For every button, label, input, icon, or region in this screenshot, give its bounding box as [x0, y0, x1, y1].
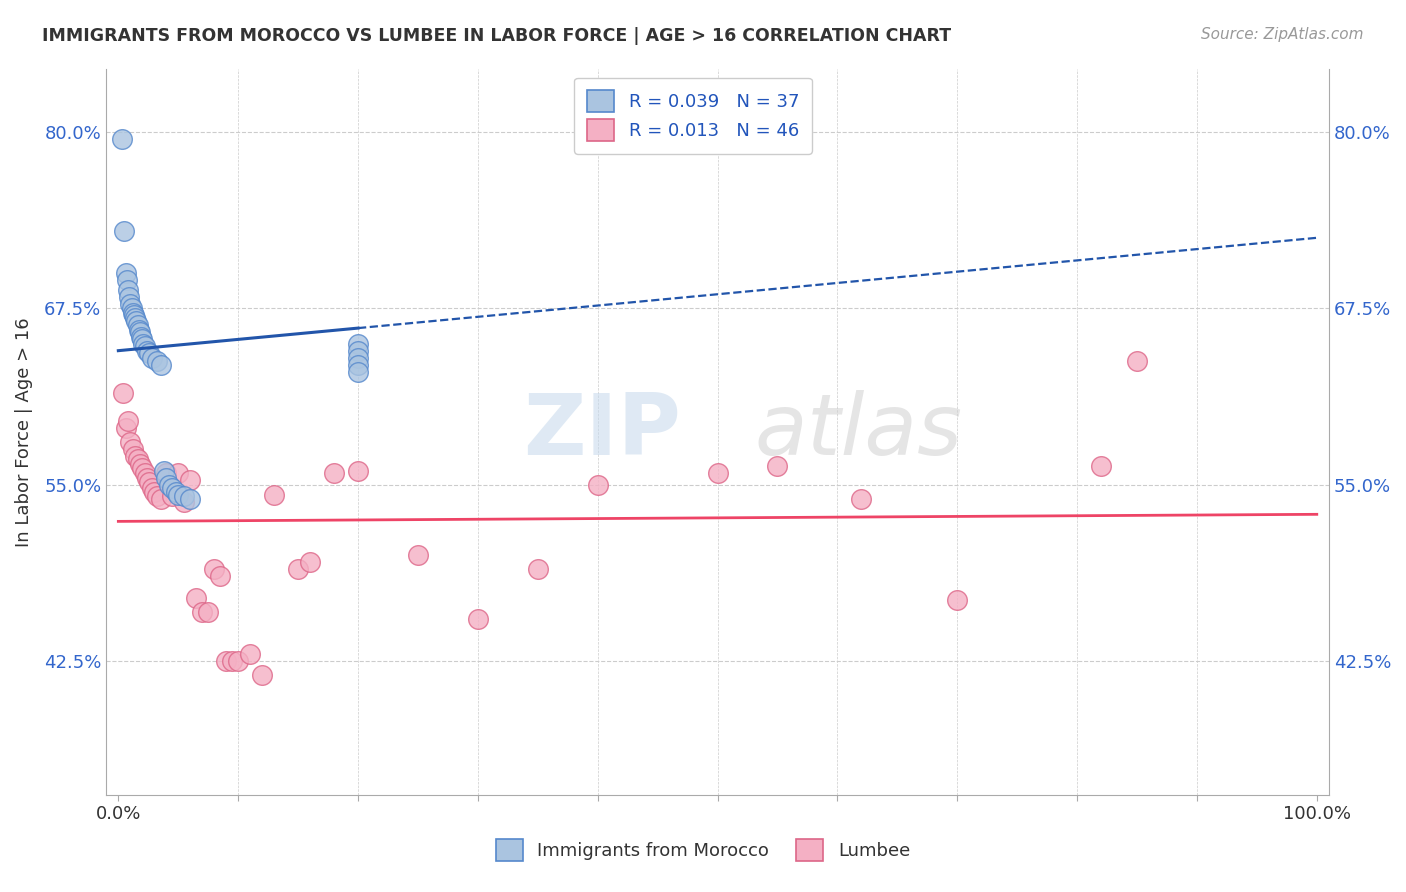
Point — [1090, 459, 1112, 474]
Point — [145, 489, 167, 503]
Point — [586, 477, 609, 491]
Point — [157, 477, 180, 491]
Point — [136, 343, 159, 358]
Point — [112, 386, 135, 401]
Point — [287, 562, 309, 576]
Point — [120, 435, 142, 450]
Point — [323, 467, 346, 481]
Point — [226, 654, 249, 668]
Point — [347, 336, 370, 351]
Point — [118, 290, 141, 304]
Y-axis label: In Labor Force | Age > 16: In Labor Force | Age > 16 — [15, 317, 32, 547]
Point — [121, 442, 143, 457]
Point — [112, 224, 135, 238]
Text: Source: ZipAtlas.com: Source: ZipAtlas.com — [1201, 27, 1364, 42]
Point — [117, 283, 139, 297]
Point — [299, 555, 322, 569]
Point — [145, 353, 167, 368]
Point — [946, 593, 969, 607]
Point — [114, 421, 136, 435]
Point — [125, 314, 148, 328]
Point — [406, 548, 429, 562]
Point — [150, 491, 173, 506]
Point — [129, 326, 152, 340]
Point — [167, 487, 190, 501]
Point — [165, 484, 187, 499]
Point — [132, 336, 155, 351]
Legend: R = 0.039   N = 37, R = 0.013   N = 46: R = 0.039 N = 37, R = 0.013 N = 46 — [575, 78, 811, 154]
Point — [155, 467, 177, 481]
Text: atlas: atlas — [754, 391, 962, 474]
Point — [179, 491, 201, 506]
Point — [114, 266, 136, 280]
Point — [347, 343, 370, 358]
Point — [136, 470, 159, 484]
Point — [129, 329, 152, 343]
Point — [134, 339, 156, 353]
Point — [173, 494, 195, 508]
Point — [121, 301, 143, 316]
Point — [153, 464, 176, 478]
Point — [209, 569, 232, 583]
Point — [120, 297, 142, 311]
Point — [131, 460, 153, 475]
Point — [128, 322, 150, 336]
Point — [215, 654, 238, 668]
Point — [250, 668, 273, 682]
Point — [766, 459, 789, 474]
Point — [1126, 353, 1149, 368]
Point — [129, 457, 152, 471]
Point — [115, 273, 138, 287]
Point — [122, 309, 145, 323]
Point — [121, 305, 143, 319]
Point — [851, 491, 873, 506]
Point — [197, 605, 219, 619]
Legend: Immigrants from Morocco, Lumbee: Immigrants from Morocco, Lumbee — [484, 827, 922, 874]
Text: ZIP: ZIP — [523, 391, 681, 474]
Point — [162, 481, 184, 495]
Point — [179, 474, 201, 488]
Point — [347, 464, 370, 478]
Text: IMMIGRANTS FROM MOROCCO VS LUMBEE IN LABOR FORCE | AGE > 16 CORRELATION CHART: IMMIGRANTS FROM MOROCCO VS LUMBEE IN LAB… — [42, 27, 952, 45]
Point — [138, 346, 160, 360]
Point — [155, 470, 177, 484]
Point — [173, 489, 195, 503]
Point — [117, 414, 139, 428]
Point — [124, 311, 146, 326]
Point — [162, 489, 184, 503]
Point — [138, 475, 160, 489]
Point — [191, 605, 214, 619]
Point — [186, 591, 208, 605]
Point — [141, 351, 163, 365]
Point — [124, 450, 146, 464]
Point — [167, 467, 190, 481]
Point — [111, 132, 134, 146]
Point — [239, 647, 262, 661]
Point — [221, 654, 243, 668]
Point — [127, 452, 149, 467]
Point — [467, 612, 489, 626]
Point — [347, 358, 370, 372]
Point — [141, 481, 163, 495]
Point — [134, 467, 156, 481]
Point — [263, 487, 285, 501]
Point — [131, 332, 153, 346]
Point — [347, 351, 370, 365]
Point — [202, 562, 225, 576]
Point — [127, 318, 149, 333]
Point — [706, 467, 728, 481]
Point — [143, 484, 166, 499]
Point — [150, 358, 173, 372]
Point — [347, 365, 370, 379]
Point — [526, 562, 548, 576]
